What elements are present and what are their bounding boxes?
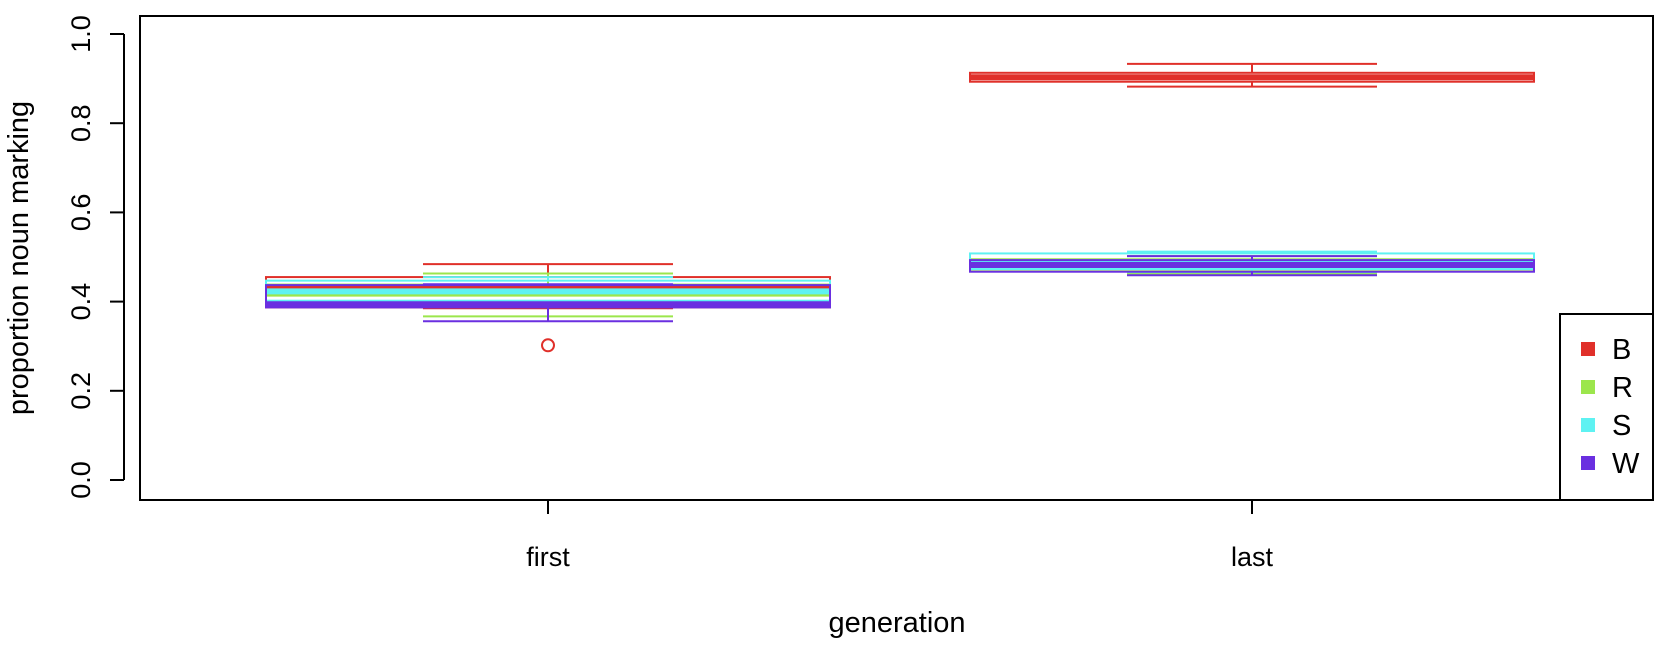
y-tick-label: 0.6 [66, 194, 96, 232]
legend-swatch [1581, 456, 1595, 470]
y-axis-title: proportion noun marking [3, 101, 35, 415]
plot-frame [139, 15, 1654, 501]
box-W-last [969, 255, 1535, 277]
box-iqr [265, 284, 831, 309]
legend-swatch [1581, 380, 1595, 394]
legend-item-W: W [1581, 448, 1640, 480]
y-tick-label: 0.4 [66, 283, 96, 321]
y-axis: 0.0 0.2 0.4 0.6 0.8 1.0 [66, 15, 125, 499]
legend-item-S: S [1581, 410, 1631, 442]
boxes-layer [265, 62, 1535, 353]
legend-label: R [1612, 372, 1633, 404]
x-tick-label: first [526, 542, 570, 572]
x-axis: first last [526, 500, 1273, 572]
y-tick-label: 0.8 [66, 104, 96, 142]
x-axis-title: generation [828, 607, 965, 639]
box-B-last [969, 62, 1535, 88]
box-S-last [969, 250, 1535, 274]
y-tick-label: 0.0 [66, 461, 96, 499]
legend-box [1559, 313, 1654, 501]
legend-label: B [1612, 334, 1631, 366]
box-W-first [265, 283, 831, 323]
legend-label: S [1612, 410, 1631, 442]
y-tick-label: 1.0 [66, 15, 96, 53]
x-tick-label: last [1231, 542, 1274, 572]
legend-swatch [1581, 418, 1595, 432]
outlier-point [541, 338, 555, 353]
legend-item-B: B [1581, 334, 1631, 366]
legend-swatch [1581, 342, 1595, 356]
legend-item-R: R [1581, 372, 1633, 404]
legend-label: W [1612, 448, 1640, 480]
y-tick-label: 0.2 [66, 372, 96, 410]
